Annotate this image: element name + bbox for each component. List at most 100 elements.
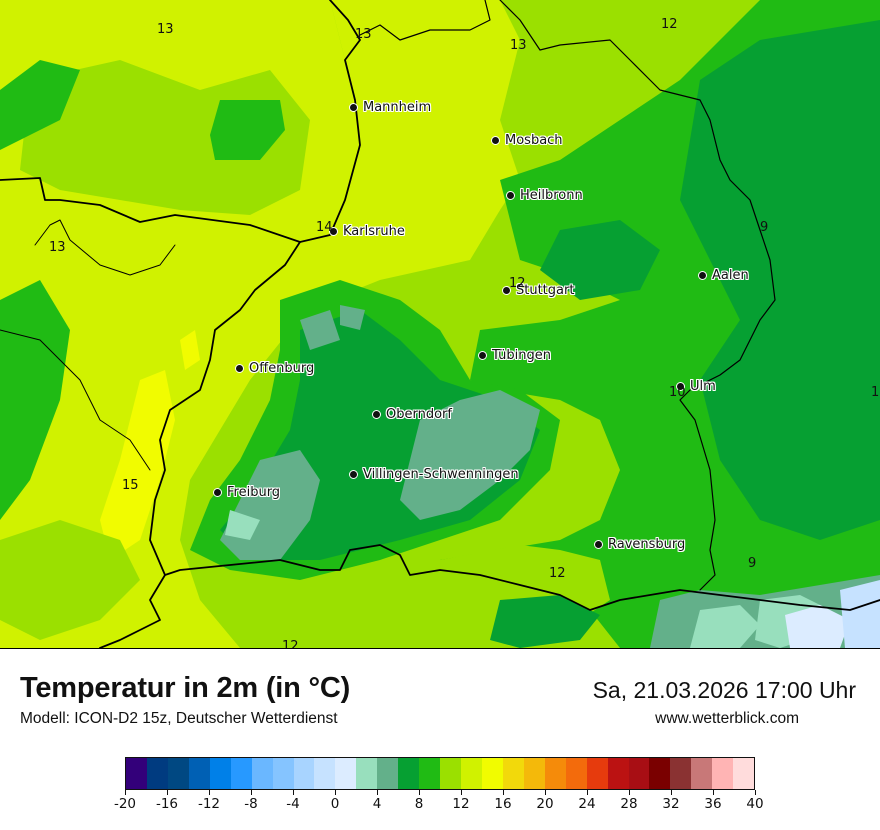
colorbar-segment — [314, 758, 336, 789]
colorbar-segment — [691, 758, 713, 789]
city-dot-icon — [235, 364, 244, 373]
city-name: Tübingen — [492, 348, 551, 363]
colorbar-tick — [755, 790, 756, 795]
colorbar-segment — [167, 758, 189, 789]
isotherm-label: 13 — [355, 27, 372, 42]
colorbar-segment — [628, 758, 650, 789]
colorbar-segment — [544, 758, 566, 789]
city-marker: Stuttgart — [502, 283, 574, 298]
colorbar-segment — [565, 758, 587, 789]
colorbar-tick-label: -12 — [197, 796, 221, 812]
isotherm-label: 12 — [661, 17, 678, 32]
colorbar-segment — [419, 758, 441, 789]
colorbar-segment — [502, 758, 524, 789]
city-marker: Offenburg — [235, 361, 314, 376]
colorbar-segment — [586, 758, 608, 789]
colorbar-segment — [335, 758, 357, 789]
city-name: Offenburg — [249, 361, 315, 376]
city-dot-icon — [491, 136, 500, 145]
city-name: Mannheim — [363, 100, 432, 115]
isotherm-label: 9 — [748, 556, 757, 571]
colorbar-tick-label: 24 — [578, 796, 596, 812]
colorbar-segment — [356, 758, 378, 789]
colorbar-segment — [293, 758, 315, 789]
colorbar-tick — [251, 790, 252, 795]
temperature-map: Mannheim Mosbach Heilbronn Karlsruhe Stuttga… — [0, 0, 880, 649]
colorbar-tick-label: 12 — [452, 796, 470, 812]
city-name: Villingen-Schwenningen — [363, 467, 519, 482]
city-marker: Heilbronn — [506, 188, 583, 203]
isotherm-label: 13 — [49, 240, 66, 255]
colorbar-segment — [126, 758, 147, 789]
colorbar-tick — [377, 790, 378, 795]
isotherm-label: 9 — [760, 220, 769, 235]
city-name: Mosbach — [505, 133, 563, 148]
city-name: Stuttgart — [516, 283, 575, 298]
colorbar-segment — [733, 758, 755, 789]
colorbar-tick — [629, 790, 630, 795]
colorbar-segment — [670, 758, 692, 789]
temperature-colorbar — [125, 757, 755, 790]
colorbar-ticks: -20 -16 -12 -8 -4 0 4 8 12 16 20 24 28 32 36 40 — [114, 790, 764, 820]
city-name: Aalen — [712, 268, 749, 283]
colorbar-segment — [230, 758, 252, 789]
colorbar-tick-label: 40 — [746, 796, 764, 812]
colorbar-tick — [545, 790, 546, 795]
city-dot-icon — [349, 470, 358, 479]
isotherm-label: 13 — [510, 38, 527, 53]
colorbar-segment — [188, 758, 210, 789]
colorbar-tick-label: 36 — [704, 796, 722, 812]
city-marker: Ravensburg — [594, 537, 685, 552]
city-dot-icon — [676, 382, 685, 391]
chart-title: Temperatur in 2m (in °C) — [20, 672, 351, 704]
colorbar-tick — [167, 790, 168, 795]
city-dot-icon — [594, 540, 603, 549]
isotherm-label: 12 — [509, 276, 526, 291]
colorbar-tick — [713, 790, 714, 795]
colorbar-segment — [377, 758, 399, 789]
city-name: Ravensburg — [608, 537, 686, 552]
isotherm-label: 14 — [316, 220, 333, 235]
city-marker: Freiburg — [213, 485, 280, 500]
colorbar-tick-label: -20 — [113, 796, 137, 812]
colorbar-segment — [461, 758, 482, 789]
colorbar-tick-label: 32 — [662, 796, 680, 812]
colorbar-tick-label: 8 — [414, 796, 424, 812]
colorbar-segment — [146, 758, 168, 789]
colorbar-tick-label: -16 — [155, 796, 179, 812]
city-marker: Tübingen — [478, 348, 551, 363]
colorbar-segment — [523, 758, 545, 789]
colorbar-tick — [503, 790, 504, 795]
city-dot-icon — [372, 410, 381, 419]
colorbar-tick-label: 16 — [494, 796, 512, 812]
isotherm-label: 12 — [282, 639, 299, 649]
colorbar-segment — [712, 758, 734, 789]
city-marker: Karlsruhe — [329, 224, 405, 239]
city-name: Heilbronn — [520, 188, 583, 203]
colorbar-tick-label: 20 — [536, 796, 554, 812]
city-name: Ulm — [690, 379, 716, 394]
city-dot-icon — [698, 271, 707, 280]
city-name: Freiburg — [227, 485, 281, 500]
colorbar-tick — [209, 790, 210, 795]
colorbar-segment — [272, 758, 294, 789]
colorbar-tick-label: -4 — [286, 796, 300, 812]
isotherm-label: 13 — [157, 22, 174, 37]
colorbar-tick — [461, 790, 462, 795]
temperature-field — [0, 0, 880, 648]
city-dot-icon — [213, 488, 222, 497]
isotherm-label: 1 — [871, 385, 880, 400]
colorbar-tick-label: 28 — [620, 796, 638, 812]
colorbar-tick-label: -8 — [244, 796, 258, 812]
colorbar-tick — [335, 790, 336, 795]
city-name: Oberndorf — [386, 407, 452, 422]
colorbar-segment — [481, 758, 503, 789]
website-link[interactable]: www.wetterblick.com — [655, 710, 799, 727]
colorbar-tick-label: 4 — [372, 796, 382, 812]
colorbar-tick — [125, 790, 126, 795]
city-marker: Oberndorf — [372, 407, 452, 422]
colorbar-tick-label: 0 — [330, 796, 340, 812]
forecast-datetime: Sa, 21.03.2026 17:00 Uhr — [592, 677, 856, 703]
colorbar-segment — [209, 758, 231, 789]
colorbar-tick — [419, 790, 420, 795]
